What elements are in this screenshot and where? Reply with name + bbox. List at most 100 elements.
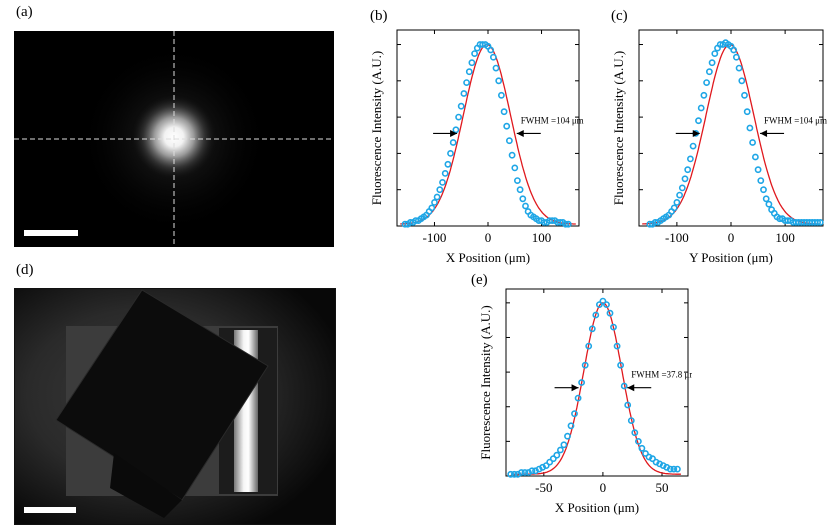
- data-point: [455, 113, 462, 121]
- panel-label-e: (e): [471, 272, 488, 288]
- data-point: [695, 117, 702, 125]
- data-point: [449, 139, 457, 146]
- data-point: [735, 64, 743, 72]
- plot-frame: [638, 29, 824, 227]
- data-point: [711, 50, 719, 57]
- profile-chart-y: -100 0 100 Y Position (μm) Fluorescence In…: [611, 29, 827, 265]
- y-axis-label: Fluorescence Intensity (A.U.): [369, 51, 384, 206]
- data-point: [613, 342, 621, 350]
- data-point: [497, 91, 505, 99]
- data-point: [505, 137, 513, 145]
- data-point: [508, 151, 516, 159]
- fwhm-annotation: FWHM =37.8 μm: [631, 370, 692, 380]
- data-point: [487, 46, 495, 54]
- data-point: [521, 469, 529, 476]
- data-point: [562, 220, 569, 228]
- data-point: [596, 301, 603, 308]
- x-axis-label: Y Position (μm): [689, 250, 773, 265]
- data-point: [670, 465, 678, 473]
- fwhm-arrow-right-head: [516, 129, 524, 137]
- plot-frame: [505, 288, 689, 477]
- data-point: [567, 422, 575, 430]
- data-point: [627, 417, 635, 424]
- y-axis-label: Fluorescence Intensity (A.U.): [611, 51, 626, 206]
- data-point: [510, 470, 518, 478]
- data-point: [606, 309, 614, 317]
- data-point: [546, 458, 554, 466]
- data-point: [433, 193, 441, 201]
- crystal-shadow: [110, 453, 182, 518]
- fwhm-arrow-left-head: [571, 384, 579, 392]
- crystal-image: [14, 288, 336, 525]
- data-point: [610, 323, 617, 331]
- x-tick-label: 0: [728, 230, 735, 245]
- data-point: [522, 202, 529, 210]
- data-point: [765, 200, 773, 208]
- data-point: [463, 79, 470, 86]
- data-point: [528, 467, 536, 475]
- x-axis-label: X Position (μm): [555, 500, 639, 515]
- data-point: [507, 470, 515, 478]
- data-point: [624, 401, 632, 409]
- data-point: [513, 177, 521, 184]
- data-point: [503, 122, 511, 130]
- data-point: [762, 195, 770, 203]
- data-point: [638, 444, 646, 452]
- fwhm-arrow-right-head: [760, 129, 768, 137]
- data-point: [666, 465, 674, 473]
- data-point: [578, 379, 585, 386]
- data-point: [428, 204, 436, 212]
- data-point: [465, 68, 473, 76]
- data-point: [495, 77, 503, 85]
- fwhm-annotation: FWHM =104 μm: [521, 115, 584, 125]
- data-point: [603, 301, 610, 308]
- data-point: [460, 90, 468, 97]
- x-tick-label: 0: [600, 480, 607, 495]
- data-point: [557, 446, 564, 454]
- x-tick-label: 100: [532, 230, 552, 245]
- data-point: [754, 166, 762, 174]
- data-point: [697, 104, 705, 112]
- fwhm-annotation: FWHM =104 μm: [764, 115, 827, 125]
- data-point: [574, 394, 582, 402]
- data-point: [549, 455, 557, 463]
- panel-label-b: (b): [370, 8, 388, 24]
- x-tick-label: -50: [535, 480, 552, 495]
- profile-chart-focused: -50 0 50 X Position (μm) Fluorescence Inte…: [478, 288, 692, 515]
- gaussian-fit-line: [513, 302, 681, 475]
- x-tick-label: 0: [485, 230, 492, 245]
- data-point: [760, 186, 767, 194]
- data-point: [588, 325, 596, 333]
- data-point: [436, 186, 444, 194]
- data-point: [689, 142, 697, 150]
- data-point: [749, 139, 756, 146]
- data-point: [444, 160, 452, 168]
- data-point: [634, 437, 642, 445]
- scale-bar-d: [24, 507, 76, 513]
- x-tick-label: -100: [665, 230, 689, 245]
- data-point: [706, 68, 713, 76]
- data-point: [492, 64, 500, 72]
- fwhm-arrow-right-head: [627, 384, 635, 392]
- data-point: [684, 166, 692, 174]
- data-point: [751, 153, 759, 161]
- data-point: [814, 218, 821, 226]
- data-point: [471, 50, 478, 57]
- data-point: [452, 126, 460, 134]
- data-point: [673, 198, 681, 206]
- scale-bar-a: [24, 230, 78, 236]
- data-point: [500, 108, 508, 116]
- data-point: [746, 124, 754, 132]
- data-point: [687, 155, 694, 163]
- data-point: [516, 186, 524, 194]
- data-point: [519, 195, 527, 203]
- data-point: [678, 184, 686, 192]
- data-point: [592, 311, 600, 319]
- data-point: [743, 108, 751, 116]
- data-point: [553, 451, 561, 459]
- data-point: [542, 462, 550, 469]
- panel-label-c: (c): [611, 8, 628, 24]
- x-axis-label: X Position (μm): [446, 250, 530, 265]
- fwhm-arrow-left-head: [450, 129, 458, 137]
- data-point: [673, 465, 681, 473]
